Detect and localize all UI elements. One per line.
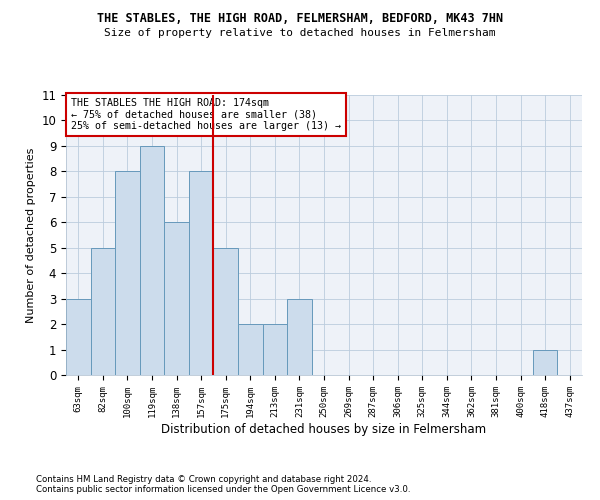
Text: THE STABLES, THE HIGH ROAD, FELMERSHAM, BEDFORD, MK43 7HN: THE STABLES, THE HIGH ROAD, FELMERSHAM, … [97,12,503,26]
Bar [66,298,91,375]
Text: Contains HM Land Registry data © Crown copyright and database right 2024.: Contains HM Land Registry data © Crown c… [36,474,371,484]
Bar [287,298,312,375]
Bar [533,350,557,375]
Bar [140,146,164,375]
Y-axis label: Number of detached properties: Number of detached properties [26,148,36,322]
X-axis label: Distribution of detached houses by size in Felmersham: Distribution of detached houses by size … [161,422,487,436]
Text: Size of property relative to detached houses in Felmersham: Size of property relative to detached ho… [104,28,496,38]
Text: Contains public sector information licensed under the Open Government Licence v3: Contains public sector information licen… [36,485,410,494]
Bar [263,324,287,375]
Text: THE STABLES THE HIGH ROAD: 174sqm
← 75% of detached houses are smaller (38)
25% : THE STABLES THE HIGH ROAD: 174sqm ← 75% … [71,98,341,131]
Bar [91,248,115,375]
Bar [238,324,263,375]
Bar [189,172,214,375]
Bar [214,248,238,375]
Bar [164,222,189,375]
Bar [115,172,140,375]
